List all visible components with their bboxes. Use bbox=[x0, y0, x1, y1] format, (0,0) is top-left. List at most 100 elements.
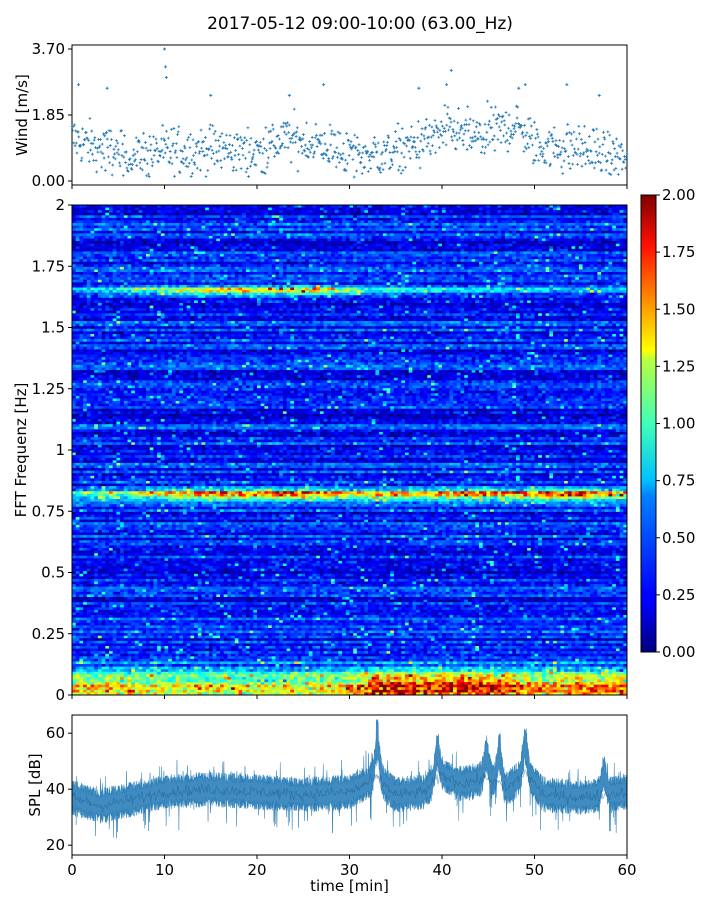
spectrogram-cell bbox=[105, 210, 109, 213]
spectrogram-cell bbox=[124, 218, 128, 221]
spectrogram-cell bbox=[253, 233, 257, 236]
spectrogram-cell bbox=[287, 251, 291, 254]
spectrogram-cell bbox=[398, 254, 402, 257]
spectrogram-cell bbox=[416, 249, 420, 252]
spectrogram-cell bbox=[483, 223, 487, 226]
spectrogram-cell bbox=[324, 223, 328, 226]
spectrogram-cell bbox=[79, 215, 83, 218]
spectrogram-cell bbox=[320, 272, 324, 275]
spectrogram-cell bbox=[172, 272, 176, 275]
spectrogram-cell bbox=[124, 215, 128, 218]
spectrogram-cell bbox=[379, 264, 383, 267]
spectrogram-cell bbox=[294, 262, 298, 265]
spectrogram-cell bbox=[427, 244, 431, 247]
spectrogram-cell bbox=[538, 236, 542, 239]
spectrogram-cell bbox=[287, 241, 291, 244]
spectrogram-cell bbox=[283, 262, 287, 265]
spectrogram-cell bbox=[213, 210, 217, 213]
spectrogram-cell bbox=[479, 231, 483, 234]
spectrogram-cell bbox=[453, 218, 457, 221]
spectrogram-cell bbox=[224, 233, 228, 236]
spectrogram-cell bbox=[468, 233, 472, 236]
spectrogram-cell bbox=[102, 246, 106, 249]
spectrogram-cell bbox=[172, 223, 176, 226]
spectrogram-cell bbox=[272, 218, 276, 221]
spectrogram-cell bbox=[405, 231, 409, 234]
spectrogram-cell bbox=[94, 208, 98, 211]
spectrogram-cell bbox=[220, 259, 224, 262]
spectrogram-cell bbox=[157, 269, 161, 272]
spectrogram-cell bbox=[165, 272, 169, 275]
spectrogram-cell bbox=[609, 210, 613, 213]
spectrogram-cell bbox=[128, 267, 132, 270]
spectrogram-cell bbox=[109, 249, 113, 252]
spectrogram-cell bbox=[453, 259, 457, 262]
spectrogram-cell bbox=[505, 236, 509, 239]
spectrogram-cell bbox=[494, 257, 498, 260]
spectrogram-cell bbox=[139, 231, 143, 234]
spectrogram-cell bbox=[335, 226, 339, 229]
spectrogram-cell bbox=[198, 269, 202, 272]
spectrogram-cell bbox=[364, 215, 368, 218]
spectrogram-cell bbox=[438, 208, 442, 211]
spectrogram-cell bbox=[501, 213, 505, 216]
spectrogram-cell bbox=[498, 264, 502, 267]
spectrogram-cell bbox=[427, 262, 431, 265]
spectrogram-cell bbox=[564, 272, 568, 275]
spectrogram-cell bbox=[483, 251, 487, 254]
spectrogram-cell bbox=[424, 251, 428, 254]
spectrogram-cell bbox=[72, 236, 76, 239]
spectrogram-cell bbox=[557, 220, 561, 223]
spectrogram-cell bbox=[272, 257, 276, 260]
spectrogram-cell bbox=[246, 267, 250, 270]
spectrogram-cell bbox=[331, 239, 335, 242]
spectrogram-cell bbox=[401, 257, 405, 260]
spectrogram-cell bbox=[364, 257, 368, 260]
spectrogram-cell bbox=[601, 233, 605, 236]
spectrogram-cell bbox=[272, 213, 276, 216]
spectrogram-cell bbox=[253, 251, 257, 254]
spectrogram-cell bbox=[161, 236, 165, 239]
spectrogram-cell bbox=[468, 218, 472, 221]
spectrogram-cell bbox=[449, 267, 453, 270]
spectrogram-cell bbox=[272, 269, 276, 272]
spectrogram-cell bbox=[549, 228, 553, 231]
spectrogram-cell bbox=[146, 249, 150, 252]
spectrogram-cell bbox=[520, 220, 524, 223]
spectrogram-cell bbox=[105, 275, 109, 278]
spectrogram-cell bbox=[449, 218, 453, 221]
spectrogram-cell bbox=[242, 244, 246, 247]
spectrogram-cell bbox=[264, 246, 268, 249]
spectrogram-cell bbox=[412, 241, 416, 244]
spectrogram-cell bbox=[405, 251, 409, 254]
spectrogram-cell bbox=[375, 233, 379, 236]
spectrogram-cell bbox=[575, 223, 579, 226]
spectrogram-cell bbox=[564, 239, 568, 242]
spectrogram-cell bbox=[316, 259, 320, 262]
spectrogram-cell bbox=[431, 223, 435, 226]
spectrogram-cell bbox=[557, 215, 561, 218]
spectrogram-cell bbox=[475, 251, 479, 254]
spectrogram-cell bbox=[361, 249, 365, 252]
spectrogram-cell bbox=[361, 241, 365, 244]
spectrogram-cell bbox=[242, 264, 246, 267]
spectrogram-cell bbox=[250, 223, 254, 226]
spectrogram-cell bbox=[520, 223, 524, 226]
spectrogram-cell bbox=[442, 254, 446, 257]
spectrogram-cell bbox=[165, 210, 169, 213]
spectrogram-cell bbox=[290, 208, 294, 211]
spectrogram-cell bbox=[168, 220, 172, 223]
spectrogram-cell bbox=[601, 262, 605, 265]
spectrogram-cell bbox=[109, 262, 113, 265]
spectrogram-cell bbox=[572, 228, 576, 231]
spectrogram-cell bbox=[198, 257, 202, 260]
spectrogram-cell bbox=[394, 215, 398, 218]
spectrogram-cell bbox=[453, 264, 457, 267]
spectrogram-cell bbox=[438, 241, 442, 244]
spectrogram-cell bbox=[468, 246, 472, 249]
spectrogram-cell bbox=[342, 220, 346, 223]
spectrogram-cell bbox=[383, 220, 387, 223]
spectrogram-cell bbox=[227, 220, 231, 223]
spectrogram-cell bbox=[105, 246, 109, 249]
spectrogram-cell bbox=[331, 262, 335, 265]
